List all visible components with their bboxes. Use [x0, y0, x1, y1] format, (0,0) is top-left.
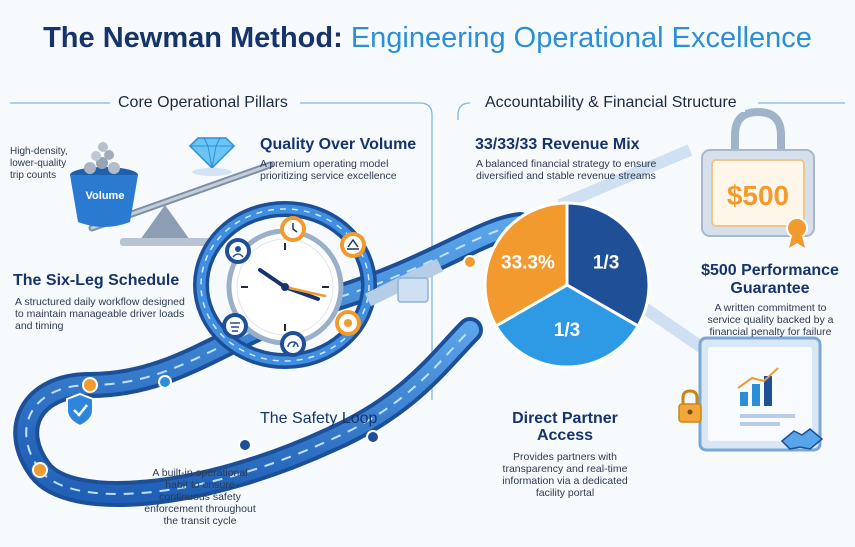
lock-icon — [678, 389, 702, 423]
handshake-icon — [780, 428, 824, 450]
safety-title: The Safety Loop — [260, 410, 378, 427]
page-title: The Newman Method: Engineering Operation… — [0, 22, 855, 55]
infinity-track — [13, 212, 533, 507]
bucket-label: Volume — [85, 190, 125, 202]
safety-desc: A built-in operational habit to ensure c… — [144, 467, 256, 527]
partner-portal-screen — [678, 336, 824, 452]
clock-icon — [226, 228, 344, 346]
guarantee-badge: $500 — [726, 180, 790, 211]
partner-desc: Provides partners with transparency and … — [502, 451, 628, 499]
pie-slice — [493, 283, 641, 369]
schedule-desc: A structured daily workflow designed to … — [15, 296, 185, 332]
quality-desc: A premium operating model prioritizing s… — [260, 158, 397, 182]
revenue-desc: A balanced financial strategy to ensure … — [476, 158, 657, 182]
pie-slice-label: 1/3 — [554, 320, 580, 341]
title-part-2: Engineering Operational Excellence — [350, 22, 812, 54]
partner-title: Direct Partner Access — [512, 410, 618, 444]
revenue-title: 33/33/33 Revenue Mix — [475, 136, 640, 153]
track-nodes — [32, 255, 477, 478]
shield-check-icon — [66, 392, 94, 428]
pie-slice-label: 1/3 — [593, 252, 619, 273]
pie-slice-label: 33.3% — [501, 252, 555, 273]
left-section-heading: Core Operational Pillars — [110, 94, 296, 112]
gear-ring — [193, 201, 377, 369]
guarantee-desc: A written commitment to service quality … — [707, 302, 834, 338]
bar-chart-icon — [737, 367, 779, 406]
ribbon-icon — [786, 217, 808, 248]
volume-bucket — [70, 142, 138, 227]
diamond-icon — [188, 137, 236, 176]
padlock-icon — [701, 107, 815, 248]
guarantee-title: $500 Performance Guarantee — [701, 262, 839, 297]
quality-title: Quality Over Volume — [260, 136, 417, 153]
section-dividers — [10, 102, 845, 400]
pie-slice — [483, 201, 569, 329]
bucket-note: High-density, lower-quality trip counts — [10, 146, 68, 181]
revenue-pie-chart: 33.3% 1/3 1/3 — [483, 201, 651, 369]
schedule-title: The Six-Leg Schedule — [13, 272, 180, 289]
title-part-1: The Newman Method: — [43, 22, 343, 54]
gear-icon — [222, 216, 366, 357]
right-section-heading: Accountability & Financial Structure — [477, 94, 745, 112]
